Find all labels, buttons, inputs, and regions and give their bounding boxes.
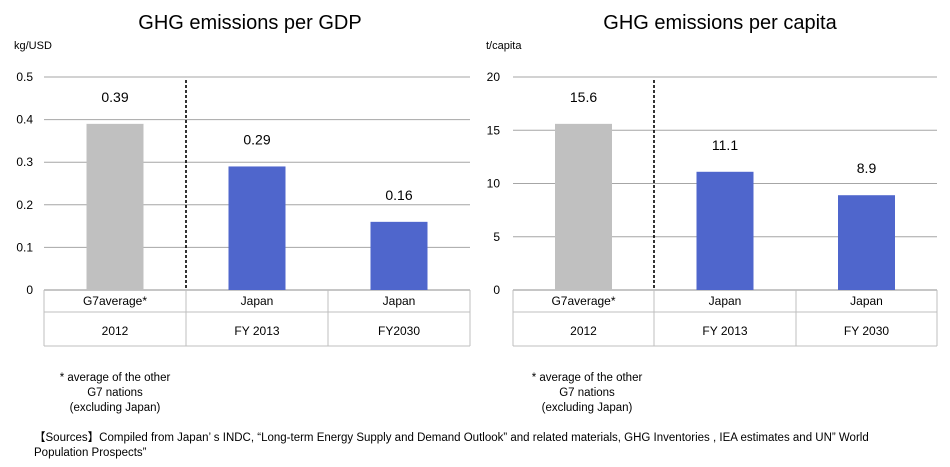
x-tick-sublabel: FY 2013 — [234, 324, 279, 338]
y-tick-label: 0.4 — [16, 113, 33, 127]
y-tick-label: 20 — [487, 70, 501, 84]
data-label: 15.6 — [570, 89, 597, 105]
footnote-left: * average of the other G7 nations (exclu… — [40, 371, 190, 416]
y-tick-label: 15 — [487, 123, 501, 137]
x-tick-sublabel: FY 2030 — [844, 324, 889, 338]
y-axis-label-gdp: kg/USD — [14, 40, 52, 52]
x-tick-sublabel: 2012 — [102, 324, 129, 338]
bar — [696, 171, 754, 290]
data-label: 11.1 — [712, 137, 738, 153]
data-label: 0.16 — [385, 187, 412, 203]
x-tick-label: Japan — [850, 294, 883, 308]
bar — [838, 195, 895, 290]
x-tick-sublabel: FY 2013 — [702, 324, 747, 338]
bar — [370, 221, 428, 290]
x-tick-label: G7average* — [551, 294, 615, 308]
sources-note: 【Sources】Compiled from Japan’ s INDC, “L… — [34, 432, 869, 459]
x-tick-label: G7average* — [83, 294, 147, 308]
y-axis-label-capita: t/capita — [486, 40, 522, 52]
footnote-line: (excluding Japan) — [69, 402, 161, 414]
x-tick-label: Japan — [709, 294, 742, 308]
data-label: 0.29 — [243, 131, 270, 147]
footnote-line: * average of the other — [531, 372, 643, 384]
bar — [86, 123, 144, 290]
footnote-right: * average of the other G7 nations (exclu… — [512, 371, 662, 416]
chart-title-capita: GHG emissions per capita — [603, 12, 837, 34]
bar — [555, 123, 612, 290]
x-tick-sublabel: FY2030 — [378, 324, 420, 338]
footnote-line: (excluding Japan) — [541, 402, 633, 414]
y-tick-label: 10 — [487, 177, 501, 191]
data-label: 8.9 — [857, 160, 877, 176]
y-tick-label: 0.2 — [16, 198, 33, 212]
x-tick-label: Japan — [241, 294, 274, 308]
y-tick-label: 0.3 — [16, 155, 33, 169]
bar — [228, 166, 286, 290]
y-tick-label: 0.1 — [16, 240, 33, 254]
data-label: 0.39 — [101, 89, 128, 105]
y-tick-label: 5 — [493, 230, 500, 244]
chart-title-gdp: GHG emissions per GDP — [138, 12, 362, 34]
y-tick-label: 0 — [493, 283, 500, 297]
x-tick-label: Japan — [383, 294, 416, 308]
y-tick-label: 0 — [26, 283, 33, 297]
y-tick-label: 0.5 — [16, 70, 33, 84]
footnote-line: * average of the other — [59, 372, 171, 384]
footnote-line: G7 nations — [559, 387, 615, 399]
footnote-line: G7 nations — [87, 387, 143, 399]
x-tick-sublabel: 2012 — [570, 324, 597, 338]
